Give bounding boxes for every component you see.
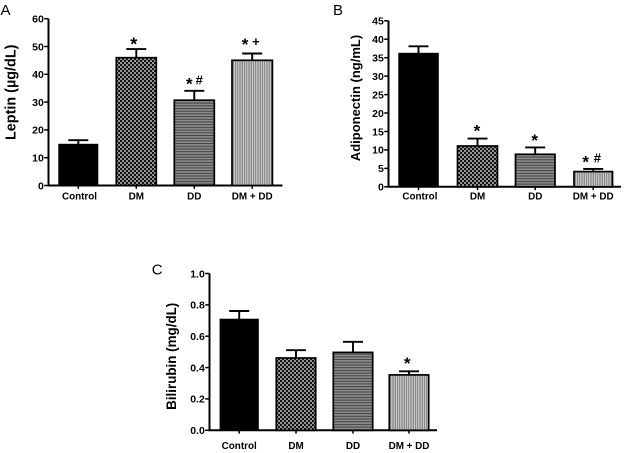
svg-text:50: 50 bbox=[32, 41, 44, 53]
svg-text:1.0: 1.0 bbox=[190, 268, 205, 280]
svg-text:0: 0 bbox=[378, 182, 384, 194]
svg-text:20: 20 bbox=[372, 108, 384, 120]
svg-text:0.0: 0.0 bbox=[190, 425, 205, 437]
svg-text:DD: DD bbox=[346, 441, 360, 452]
svg-text:0.2: 0.2 bbox=[190, 394, 205, 406]
svg-text:DM + DD: DM + DD bbox=[573, 192, 614, 203]
svg-text:*: * bbox=[404, 354, 411, 373]
svg-text:Control: Control bbox=[222, 441, 257, 452]
svg-text:DM + DD: DM + DD bbox=[232, 191, 273, 202]
svg-text:B: B bbox=[333, 2, 343, 19]
svg-text:30: 30 bbox=[372, 71, 384, 83]
svg-text:10: 10 bbox=[32, 153, 44, 165]
svg-text:#: # bbox=[196, 72, 204, 87]
svg-text:Control: Control bbox=[62, 191, 97, 202]
svg-text:DM: DM bbox=[129, 191, 144, 202]
svg-text:35: 35 bbox=[372, 53, 384, 65]
svg-text:Leptin (µg/dL): Leptin (µg/dL) bbox=[3, 44, 19, 140]
svg-text:DM: DM bbox=[470, 192, 485, 203]
svg-text:*: * bbox=[130, 35, 137, 55]
svg-text:DD: DD bbox=[528, 192, 542, 203]
svg-text:DD: DD bbox=[187, 191, 201, 202]
svg-text:30: 30 bbox=[32, 97, 44, 109]
svg-text:Control: Control bbox=[402, 192, 437, 203]
svg-text:40: 40 bbox=[372, 34, 384, 46]
svg-text:#: # bbox=[594, 151, 602, 166]
svg-text:0: 0 bbox=[38, 180, 44, 192]
svg-text:*: * bbox=[531, 131, 538, 150]
svg-text:60: 60 bbox=[32, 14, 44, 26]
svg-text:0.8: 0.8 bbox=[190, 300, 205, 312]
svg-text:Bilirubin (mg/dL): Bilirubin (mg/dL) bbox=[164, 303, 179, 410]
svg-text:10: 10 bbox=[372, 145, 384, 157]
svg-text:*: * bbox=[582, 153, 589, 172]
svg-text:5: 5 bbox=[378, 163, 384, 175]
svg-text:0.4: 0.4 bbox=[190, 362, 205, 374]
svg-text:Adiponectin (ng/mL): Adiponectin (ng/mL) bbox=[348, 35, 363, 161]
svg-text:+: + bbox=[252, 34, 260, 49]
svg-text:25: 25 bbox=[372, 89, 384, 101]
svg-text:*: * bbox=[186, 74, 193, 93]
svg-text:45: 45 bbox=[372, 16, 384, 28]
svg-text:15: 15 bbox=[372, 126, 384, 138]
svg-text:0.6: 0.6 bbox=[190, 331, 205, 343]
svg-text:*: * bbox=[242, 35, 249, 54]
svg-text:DM: DM bbox=[288, 441, 303, 452]
svg-text:20: 20 bbox=[32, 125, 44, 137]
svg-text:*: * bbox=[474, 122, 481, 141]
svg-text:DM + DD: DM + DD bbox=[389, 441, 430, 452]
svg-text:C: C bbox=[152, 262, 163, 279]
svg-text:A: A bbox=[1, 2, 11, 19]
svg-text:40: 40 bbox=[32, 69, 44, 81]
